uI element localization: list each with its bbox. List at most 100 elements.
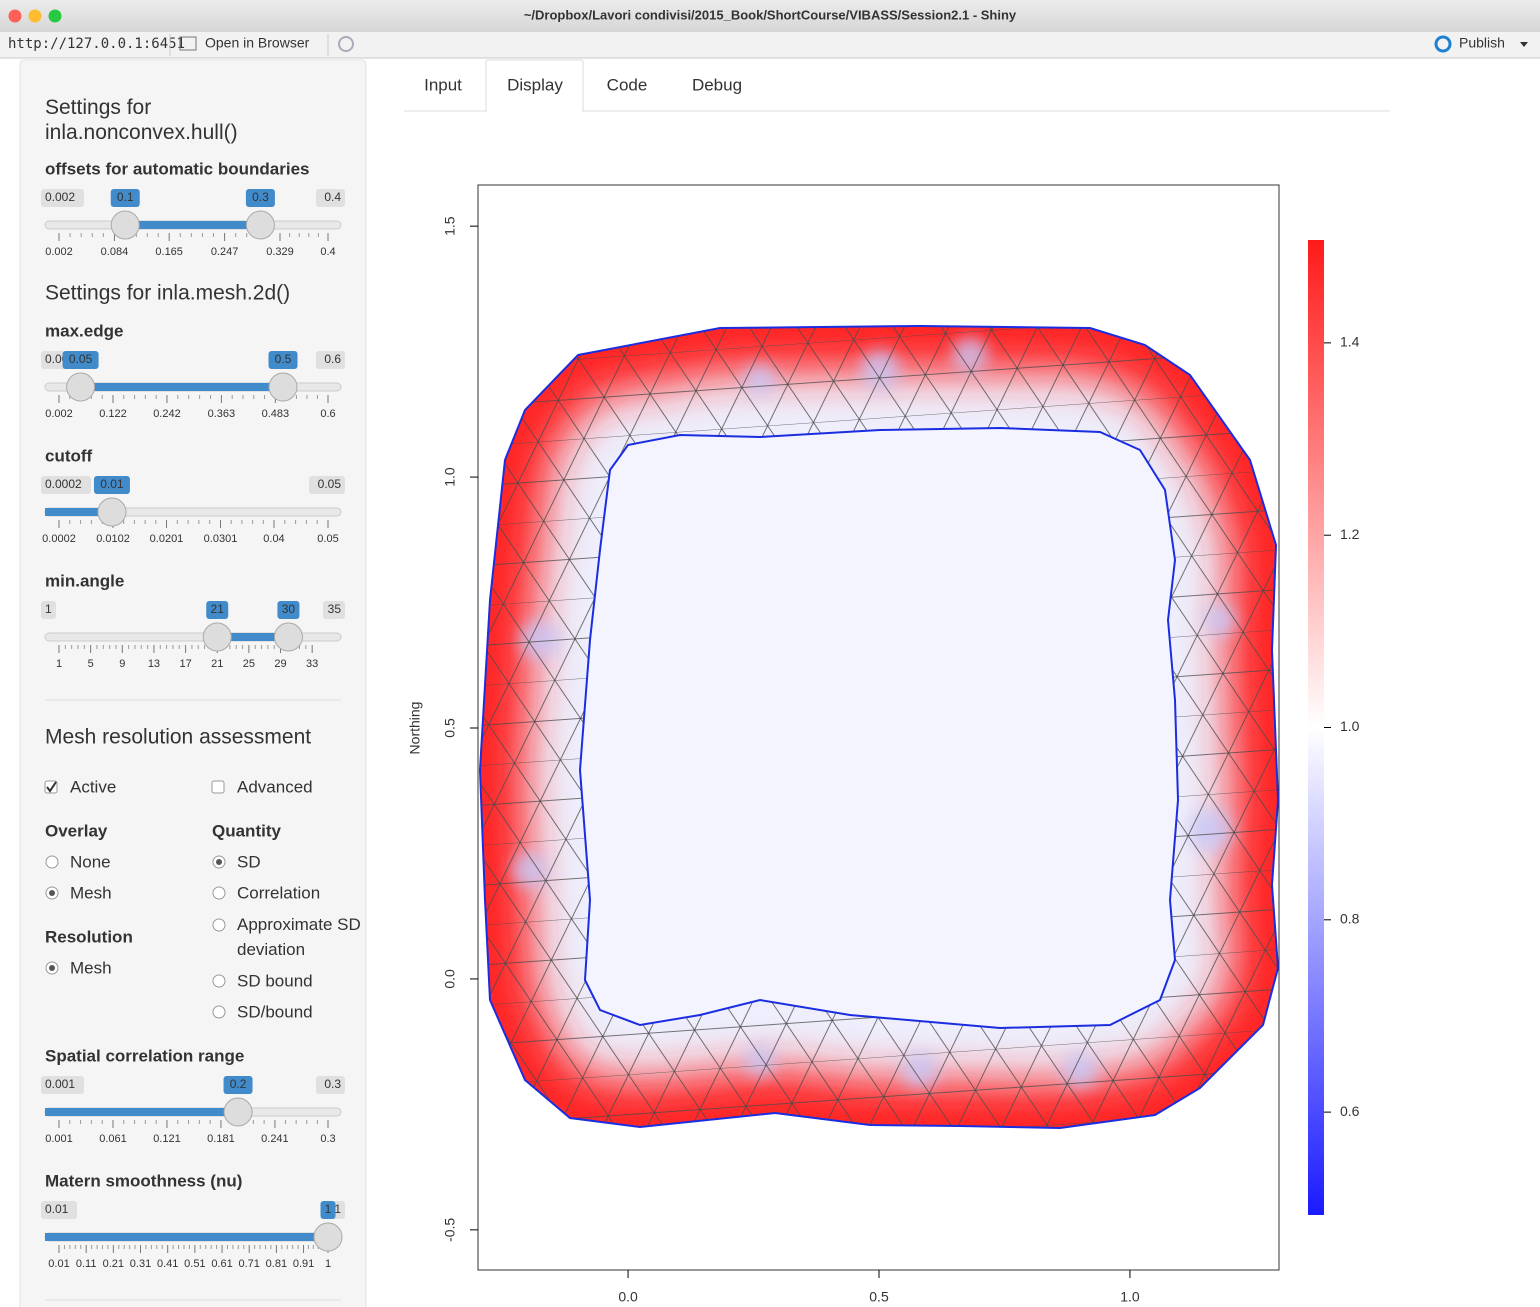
slider-tick-label: 0.61 xyxy=(211,1258,232,1270)
slider-tick-label: 0.6 xyxy=(320,408,335,420)
slider-tick-label: 1 xyxy=(56,658,62,670)
x-tick-label: 1.0 xyxy=(1120,1289,1140,1305)
radio-label[interactable]: SD bound xyxy=(237,971,313,990)
slider: min.angle 1 35 1 5 9 13 17 21 25 29 33 21 30 xyxy=(41,571,345,670)
radio-dot xyxy=(49,965,55,971)
slider-tick-label: 0.0102 xyxy=(96,533,130,545)
checkbox[interactable] xyxy=(211,780,225,794)
slider-tick-label: 0.181 xyxy=(207,1133,235,1145)
tab[interactable]: Display xyxy=(507,75,563,94)
slider-handle[interactable] xyxy=(66,372,96,402)
tab[interactable]: Code xyxy=(607,75,648,94)
checkbox-check xyxy=(46,781,57,793)
refresh-icon[interactable] xyxy=(338,36,354,52)
badge-bg xyxy=(316,1076,345,1094)
radio[interactable] xyxy=(212,974,226,988)
slider-value-badge: 0.2 xyxy=(230,1077,247,1091)
slider-handle[interactable] xyxy=(97,497,127,527)
radio[interactable] xyxy=(45,855,59,869)
slider-handle[interactable] xyxy=(268,372,298,402)
radio-dot xyxy=(49,890,55,896)
slider: Spatial correlation range 0.001 0.3 0.001 0.… xyxy=(41,1046,345,1145)
slider-tick-label: 0.121 xyxy=(153,1133,181,1145)
checkbox-label[interactable]: Advanced xyxy=(237,777,313,796)
badge-bg xyxy=(320,1201,336,1219)
tab[interactable]: Input xyxy=(424,75,462,94)
checkbox-label[interactable]: Active xyxy=(70,777,116,796)
publish-button[interactable]: Publish xyxy=(1459,35,1505,51)
slider-limit-badge: 0.05 xyxy=(318,477,342,491)
badge-bg xyxy=(316,189,345,207)
colorbar xyxy=(1308,240,1324,1215)
slider-tick-label: 29 xyxy=(274,658,286,670)
badge-bg xyxy=(41,1201,77,1219)
slider-bar xyxy=(45,508,112,516)
slider-tick-label: 0.71 xyxy=(238,1258,259,1270)
slider-tick-label: 0.04 xyxy=(263,533,284,545)
x-tick-label: 0.0 xyxy=(618,1289,638,1305)
section-heading: Settings for inla.nonconvex.hull() xyxy=(45,96,238,144)
slider-handle[interactable] xyxy=(223,1097,253,1127)
badge-bg xyxy=(41,601,56,619)
publish-caret[interactable] xyxy=(1520,42,1528,47)
slider-handle[interactable] xyxy=(110,210,140,240)
radio-label[interactable]: Approximate SD deviation xyxy=(237,915,361,959)
slider-tick-label: 33 xyxy=(306,658,318,670)
radio-label[interactable]: Correlation xyxy=(237,883,320,902)
slider-limit-badge: 0.0002 xyxy=(45,477,82,491)
badge-bg xyxy=(206,601,229,619)
badge-bg xyxy=(316,351,345,369)
slider-tick-label: 0.002 xyxy=(45,246,73,258)
slider-tick-label: 13 xyxy=(148,658,160,670)
slider-tick-label: 0.21 xyxy=(103,1258,124,1270)
slider-value-badge: 0.5 xyxy=(275,352,292,366)
slider-bar xyxy=(217,633,289,641)
publish-icon xyxy=(1434,35,1452,53)
zoom-button[interactable] xyxy=(48,9,62,23)
radio-dot xyxy=(216,859,222,865)
slider-handle[interactable] xyxy=(202,622,232,652)
slider-tick-label: 0.01 xyxy=(48,1258,69,1270)
slider-tick-label: 0.247 xyxy=(211,246,239,258)
y-tick-label: 0.0 xyxy=(442,969,458,989)
slider-label: Matern smoothness (nu) xyxy=(45,1171,242,1190)
slider-handle[interactable] xyxy=(245,210,275,240)
radio[interactable] xyxy=(212,1005,226,1019)
radio-label[interactable]: SD/bound xyxy=(237,1002,313,1021)
sidebar xyxy=(19,59,367,1307)
open-in-browser[interactable]: Open in Browser xyxy=(205,35,310,51)
radio-label[interactable]: Mesh xyxy=(70,958,112,977)
slider-limit-badge: 0.3 xyxy=(324,1077,341,1091)
url[interactable]: http://127.0.0.1:6451 xyxy=(8,36,185,52)
slider-tick-label: 0.0201 xyxy=(150,533,184,545)
slider-label: offsets for automatic boundaries xyxy=(45,159,309,178)
slider-tick-label: 0.122 xyxy=(99,408,127,420)
radio-group-title: Resolution xyxy=(45,927,133,946)
slider-handle[interactable] xyxy=(313,1222,343,1252)
radio-label[interactable]: Mesh xyxy=(70,883,112,902)
minimize-button[interactable] xyxy=(28,9,42,23)
badge-bg xyxy=(93,476,130,494)
slider-tick-label: 0.084 xyxy=(101,246,129,258)
slider-bar xyxy=(45,1233,328,1241)
slider-limit-badge: 0.01 xyxy=(45,1202,69,1216)
slider-handle[interactable] xyxy=(273,622,303,652)
badge-bg xyxy=(41,189,84,207)
title-bar xyxy=(0,0,1540,32)
tab[interactable]: Debug xyxy=(692,75,742,94)
slider-value-badge: 21 xyxy=(211,602,225,616)
badge-bg xyxy=(110,189,140,207)
radio-label[interactable]: None xyxy=(70,852,111,871)
radio-label[interactable]: SD xyxy=(237,852,261,871)
close-button[interactable] xyxy=(8,9,22,23)
radio[interactable] xyxy=(212,886,226,900)
slider-bar xyxy=(45,1108,239,1116)
mesh-field xyxy=(480,326,1278,1128)
badge-bg xyxy=(323,601,345,619)
y-tick-label: 1.0 xyxy=(442,467,458,487)
radio[interactable] xyxy=(212,918,226,932)
toolbar xyxy=(0,32,1540,58)
tabs: Input Display Code Debug xyxy=(424,59,742,112)
